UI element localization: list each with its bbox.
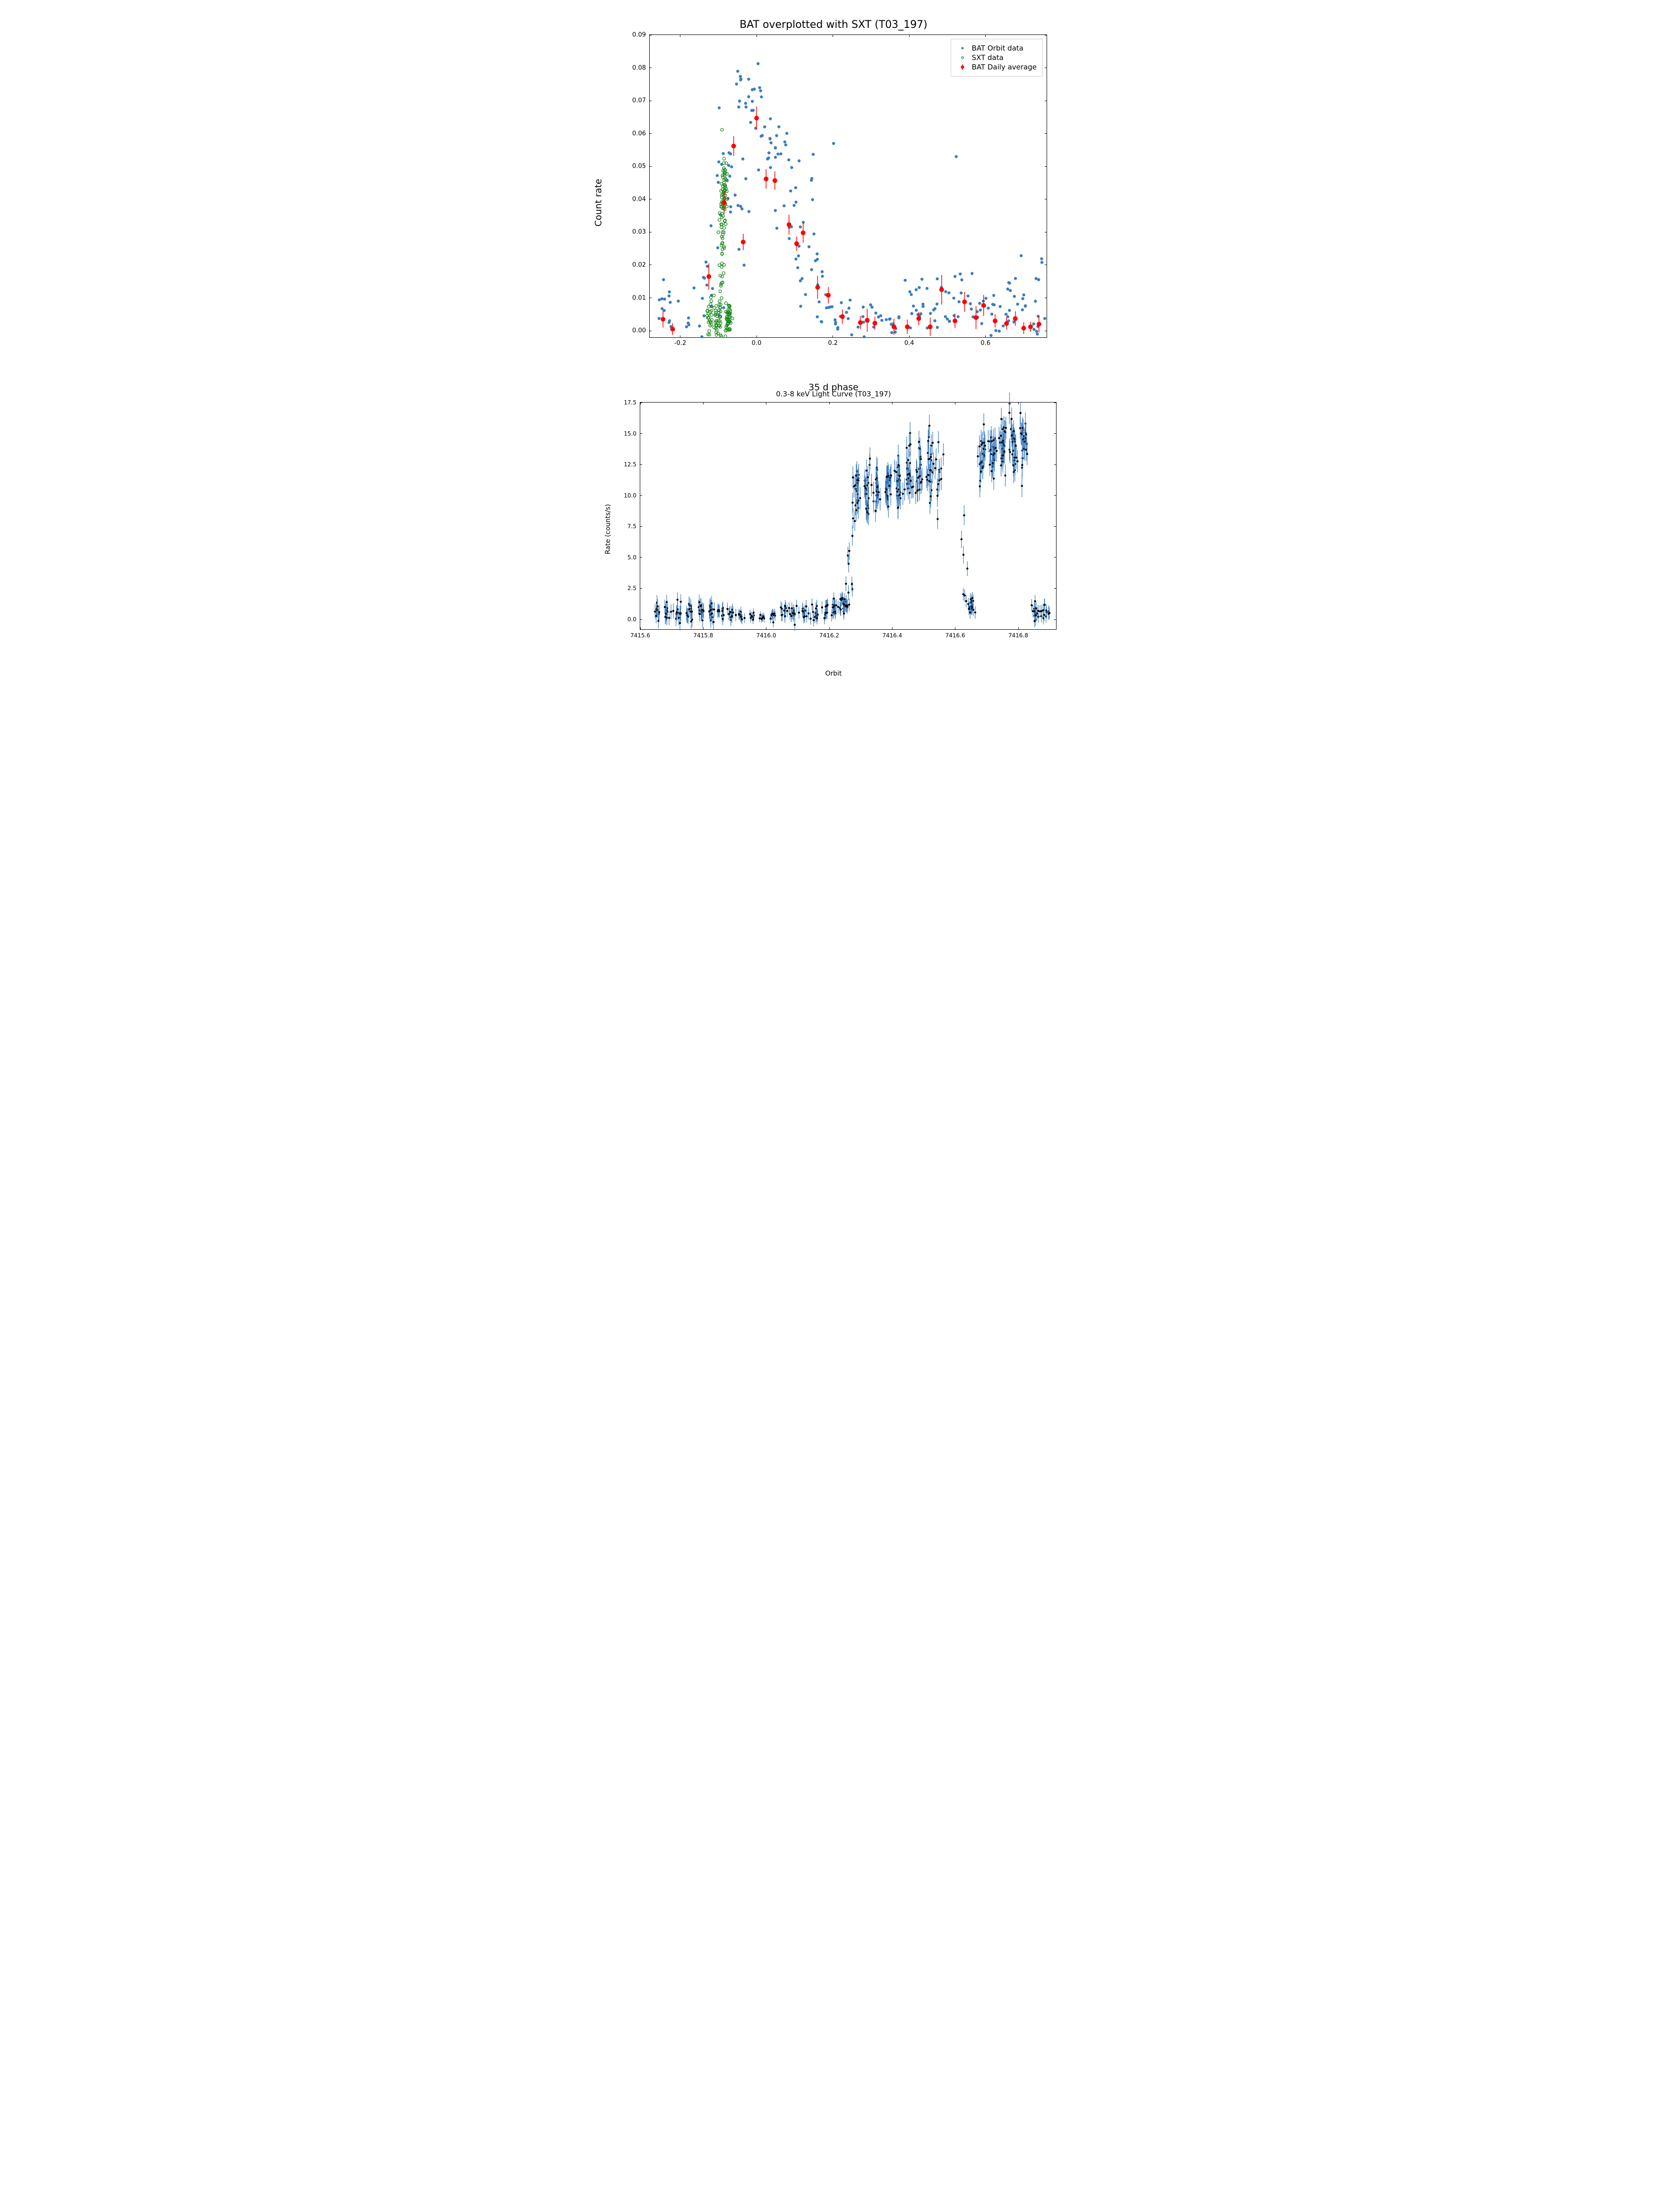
ytick-label: 0.04 (632, 196, 646, 203)
legend-label: SXT data (972, 53, 1004, 62)
legend-label: BAT Daily average (972, 63, 1037, 71)
ytick-label: 15.0 (624, 430, 636, 437)
ytick-label: 0.03 (632, 229, 646, 236)
xtick-label: -0.2 (674, 340, 686, 347)
top-chart: BAT overplotted with SXT (T03_197) BAT O… (607, 19, 1060, 371)
ytick-label: 7.5 (627, 523, 636, 530)
legend: BAT Orbit data SXT data BAT Dai (951, 39, 1043, 77)
top-plot-area: BAT Orbit data SXT data BAT Dai (649, 34, 1047, 338)
ytick-label: 0.09 (632, 32, 646, 39)
xtick-label: 7416.8 (1008, 632, 1028, 639)
legend-marker-bat-orbit (957, 45, 968, 51)
top-chart-title: BAT overplotted with SXT (T03_197) (607, 19, 1060, 31)
xtick-label: 7415.6 (630, 632, 650, 639)
legend-marker-bat-daily (957, 64, 968, 70)
legend-label: BAT Orbit data (972, 44, 1023, 52)
top-plot-canvas (650, 35, 1047, 337)
ytick-label: 0.01 (632, 294, 646, 301)
ytick-label: 0.06 (632, 130, 646, 137)
bottom-plot-canvas (640, 403, 1056, 629)
xtick-label: 0.0 (752, 340, 762, 347)
xtick-label: 0.6 (980, 340, 990, 347)
ytick-label: 5.0 (627, 554, 636, 561)
xtick-label: 7415.8 (693, 632, 713, 639)
ytick-label: 0.05 (632, 163, 646, 170)
legend-item-bat-orbit: BAT Orbit data (957, 44, 1037, 52)
legend-item-bat-daily: BAT Daily average (957, 63, 1037, 71)
top-xlabel: 35 d phase (808, 382, 859, 393)
legend-marker-sxt (957, 54, 968, 61)
bottom-plot-area: 7415.67415.87416.07416.27416.47416.67416… (640, 402, 1057, 630)
xtick-label: 0.4 (904, 340, 914, 347)
bottom-chart: 0.3-8 keV Light Curve (T03_197) 7415.674… (607, 390, 1060, 656)
top-ylabel: Count rate (593, 179, 604, 226)
xtick-label: 7416.4 (882, 632, 902, 639)
ytick-label: 0.00 (632, 327, 646, 334)
ytick-label: 0.0 (627, 616, 636, 623)
xtick-label: 7416.0 (756, 632, 776, 639)
xtick-label: 7416.2 (819, 632, 839, 639)
legend-item-sxt: SXT data (957, 53, 1037, 62)
bottom-ylabel: Rate (counts/s) (604, 504, 612, 554)
ytick-label: 0.07 (632, 97, 646, 104)
bottom-xlabel: Orbit (825, 670, 842, 677)
xtick-label: 7416.6 (945, 632, 965, 639)
ytick-label: 0.02 (632, 261, 646, 268)
ytick-label: 10.0 (624, 492, 636, 499)
xtick-label: 0.2 (828, 340, 838, 347)
ytick-label: 17.5 (624, 399, 636, 406)
ytick-label: 2.5 (627, 585, 636, 592)
ytick-label: 0.08 (632, 64, 646, 71)
ytick-label: 12.5 (624, 461, 636, 468)
